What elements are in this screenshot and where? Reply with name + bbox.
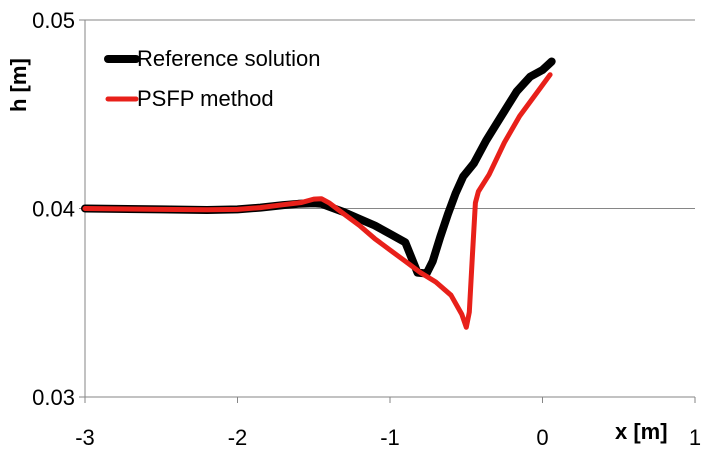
y-tick-label-1: 0.04 xyxy=(32,197,75,222)
legend: Reference solution PSFP method xyxy=(104,46,320,111)
y-tick-label-0: 0.03 xyxy=(32,385,75,410)
y-axis-title: h [m] xyxy=(6,58,31,112)
legend-label-reference-solution: Reference solution xyxy=(137,46,320,71)
x-tick-label-3: 0 xyxy=(536,425,548,450)
series-line-psfp-method xyxy=(82,72,553,330)
x-tick-label-0: -3 xyxy=(75,425,95,450)
series-layer xyxy=(81,57,556,330)
x-axis-title: x [m] xyxy=(615,419,668,444)
x-tick-label-4: 1 xyxy=(689,425,701,450)
y-tick-label-2: 0.05 xyxy=(32,8,75,33)
legend-label-psfp-method: PSFP method xyxy=(137,86,274,111)
x-tick-label-2: -1 xyxy=(380,425,400,450)
tick-labels: -3 -2 -1 0 1 0.03 0.04 0.05 xyxy=(32,8,701,450)
x-tick-label-1: -2 xyxy=(228,425,248,450)
